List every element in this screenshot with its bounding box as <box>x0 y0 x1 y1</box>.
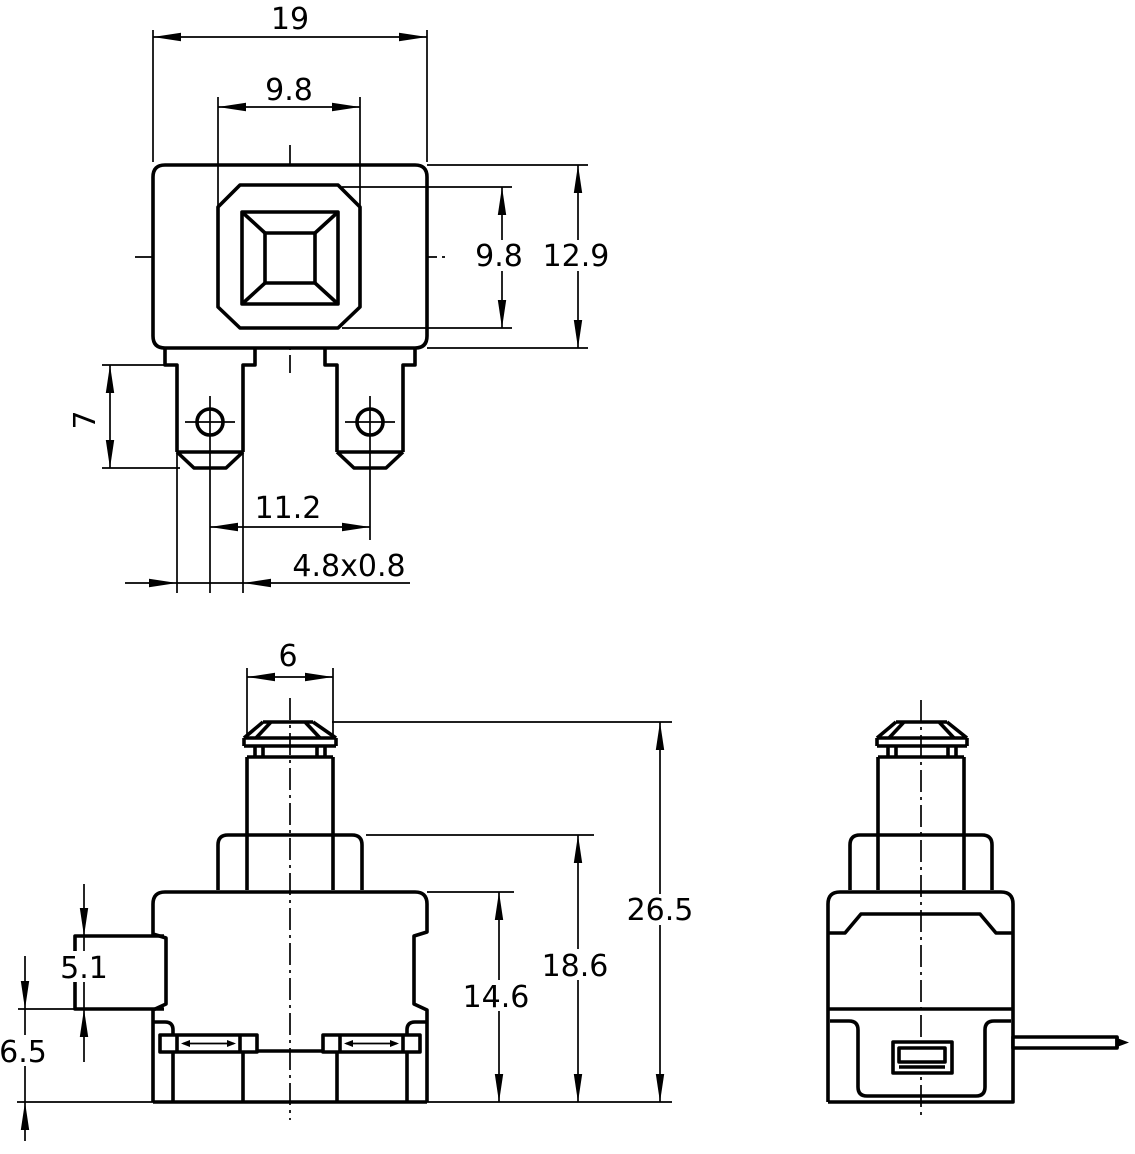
dim-bezel-height: 9.8 <box>342 186 526 329</box>
dim-label-body-height: 14.6 <box>463 980 530 1015</box>
side-view <box>826 700 1129 1120</box>
dim-boss-height: 5.1 <box>60 884 108 1062</box>
dim-overall-width: 19 <box>152 2 428 162</box>
terminal-blade <box>1011 1035 1129 1050</box>
dim-label-plunger-width: 6 <box>278 639 297 674</box>
dim-label-overall-width: 19 <box>271 2 309 37</box>
dim-terminal-cross-section: 4.8x0.8 <box>125 452 410 593</box>
plunger-chamfer-lines <box>240 210 340 306</box>
plunger-shaft <box>245 755 335 890</box>
dim-label-upper-height: 18.6 <box>542 949 609 984</box>
dim-label-overall-height: 26.5 <box>627 893 694 928</box>
dim-plunger-width: 6 <box>246 639 334 736</box>
dim-label-terminal-length: 7 <box>68 410 103 429</box>
plunger-cap <box>242 720 338 757</box>
base-foot-right <box>405 1020 426 1102</box>
terminal-window <box>891 1040 954 1075</box>
terminal-slot-right <box>321 1033 422 1054</box>
dim-overall-height: 26.5 <box>332 721 695 1102</box>
terminal-left <box>163 348 257 593</box>
collar <box>216 833 364 890</box>
body-ridge <box>828 912 1013 935</box>
dim-label-bezel-height: 9.8 <box>475 239 523 274</box>
dim-body-depth: 12.9 <box>427 164 610 349</box>
dim-label-boss-offset: 6.5 <box>0 1035 47 1070</box>
dim-upper-height: 18.6 <box>366 834 609 1102</box>
dim-label-body-depth: 12.9 <box>543 239 610 274</box>
dim-terminal-spacing: 11.2 <box>210 491 370 532</box>
front-view: 6 26.5 18.6 14.6 5.1 <box>0 639 695 1141</box>
switch-body <box>73 890 429 1104</box>
base-foot-left <box>154 1020 175 1102</box>
collar <box>848 833 994 890</box>
dim-terminal-length: 7 <box>68 364 180 469</box>
base-recess <box>830 1019 1011 1098</box>
plunger-inner-square <box>263 231 317 285</box>
switch-body <box>826 890 1015 1104</box>
terminal-right <box>323 348 417 540</box>
terminal-slot-left <box>158 1033 259 1054</box>
dim-label-terminal-cross-section: 4.8x0.8 <box>292 549 405 584</box>
dim-body-height: 14.6 <box>427 891 530 1102</box>
plunger-cap <box>875 720 969 757</box>
top-view: 19 9.8 9.8 12.9 7 <box>68 2 610 593</box>
ground-line-extension <box>17 1008 672 1103</box>
dim-boss-offset: 6.5 <box>0 956 48 1141</box>
dim-bezel-width: 9.8 <box>217 73 361 210</box>
base-center-block <box>241 1049 339 1102</box>
dim-label-terminal-spacing: 11.2 <box>255 491 322 526</box>
dim-label-boss-height: 5.1 <box>60 951 108 986</box>
dim-label-bezel-width: 9.8 <box>265 73 313 108</box>
plunger-shaft <box>876 755 966 890</box>
blade-tip <box>1117 1038 1129 1047</box>
